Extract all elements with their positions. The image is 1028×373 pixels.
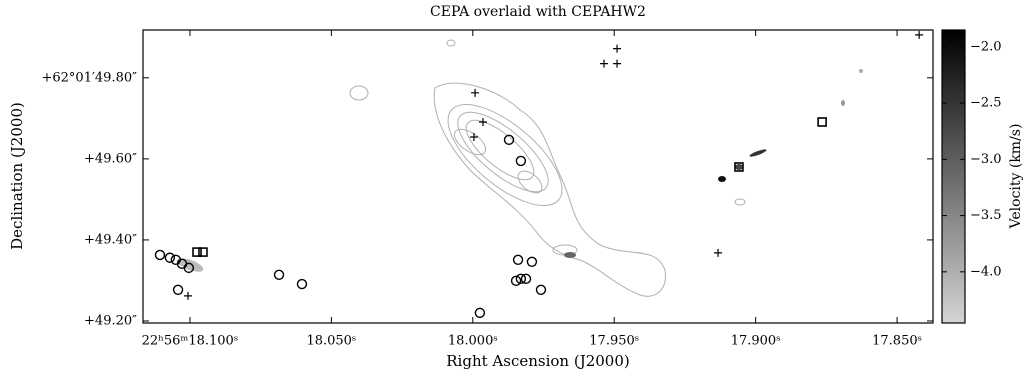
plus-marker [479,118,487,126]
circle-marker [527,257,536,266]
plus-marker [613,45,621,53]
square-marker [818,118,826,126]
blob [718,176,726,182]
circle-marker [155,250,164,259]
blob [859,69,863,73]
circle-marker [174,285,183,294]
plus-marker [471,89,479,97]
circle-marker [475,308,484,317]
plus-marker [470,133,478,141]
y-tick-label: +62°01′49.80″ [41,70,137,85]
x-tick-label: 17.900ˢ [731,334,781,349]
colorbar-tick-label: −4.0 [970,264,1002,279]
circle-marker [297,280,306,289]
x-tick-label: 17.950ˢ [589,334,639,349]
x-tick-label: 18.000ˢ [448,334,498,349]
plus-marker [600,60,608,68]
chart-title: CEPA overlaid with CEPAHW2 [430,4,646,20]
blob [841,100,845,106]
circle-marker [275,270,284,279]
blob [735,164,743,170]
plus-marker [184,292,192,300]
x-axis-label: Right Ascension (J2000) [446,352,629,370]
contour [446,99,560,205]
y-tick-label: +49.40″ [84,232,137,247]
contours [350,40,745,296]
circle-marker [516,156,525,165]
y-axis-label: Declination (J2000) [8,102,26,250]
contour [735,199,745,205]
colorbar-tick-label: −3.5 [970,208,1002,223]
circle-marker [165,253,174,262]
circle-marker [536,285,545,294]
contour [447,40,455,46]
chart: CEPA overlaid with CEPAHW2 Right Ascensi… [0,0,1028,373]
colorbar-tick-label: −3.0 [970,152,1002,167]
colorbar-tick-label: −2.0 [970,39,1002,54]
plus-marker [613,60,621,68]
plus-marker [714,249,722,257]
square-marker [193,248,201,256]
blob [564,252,576,258]
colorbar-label: Velocity (km/s) [1008,124,1024,230]
contour [450,124,490,159]
contour-outer [434,83,665,296]
circle-marker [514,255,523,264]
x-tick-label: 17.850ˢ [872,334,922,349]
x-tick-label: 22ʰ56ᵐ18.100ˢ [142,334,239,349]
square-marker [199,248,207,256]
plot-frame [143,30,933,323]
y-tick-label: +49.20″ [84,313,137,328]
colorbar-tick-label: −2.5 [970,96,1002,111]
x-tick-label: 18.050ˢ [306,334,356,349]
contour [350,86,368,100]
contour [514,167,546,197]
plus-marker [915,31,923,39]
emission [175,69,863,274]
colorbar [942,30,965,323]
blob [749,148,767,158]
y-tick-label: +49.60″ [84,151,137,166]
contour [432,87,578,223]
